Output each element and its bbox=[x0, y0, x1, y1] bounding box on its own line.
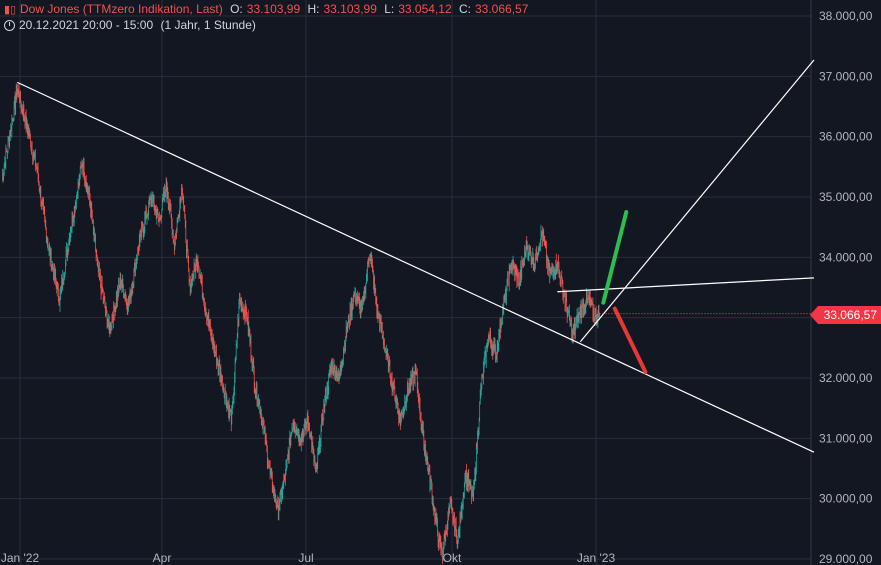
high-value: 33.103,99 bbox=[323, 2, 377, 16]
y-tick-label: 31.000,00 bbox=[819, 431, 873, 445]
symbol-name: Dow Jones (TTMzero Indikation, Last) bbox=[20, 2, 223, 16]
bearish-arrow bbox=[612, 306, 648, 374]
open-value: 33.103,99 bbox=[246, 2, 301, 16]
y-tick-label: 32.000,00 bbox=[819, 371, 873, 385]
x-tick-label: Apr bbox=[153, 551, 172, 565]
y-tick-label: 38.000,00 bbox=[819, 9, 873, 23]
timeframe: (1 Jahr, 1 Stunde) bbox=[160, 18, 256, 32]
x-tick-label: Jul bbox=[298, 551, 313, 565]
resistance-line bbox=[557, 277, 814, 293]
low-label: L: bbox=[384, 2, 395, 16]
close-value: 33.066,57 bbox=[474, 2, 529, 16]
last-price-tag: 33.066,57 bbox=[809, 306, 881, 324]
y-tick-label: 34.000,00 bbox=[819, 250, 873, 264]
y-tick-label: 29.000,00 bbox=[819, 552, 873, 565]
high-label: H: bbox=[307, 2, 320, 16]
x-tick-label: Okt bbox=[443, 551, 462, 565]
low-value: 33.054,12 bbox=[398, 2, 452, 16]
downtrend-line bbox=[17, 81, 815, 453]
y-tick-label: 35.000,00 bbox=[819, 190, 873, 204]
support-line bbox=[579, 59, 815, 343]
bullish-arrow bbox=[601, 210, 629, 305]
candlestick-chart-icon: ▮▯ bbox=[4, 4, 17, 16]
clock-icon bbox=[4, 20, 15, 31]
y-tick-label: 36.000,00 bbox=[819, 130, 873, 144]
x-tick-label: Jan '23 bbox=[577, 551, 616, 565]
close-label: C: bbox=[458, 2, 471, 16]
open-label: O: bbox=[230, 2, 243, 16]
y-tick-label: 37.000,00 bbox=[819, 69, 873, 83]
y-tick-label: 30.000,00 bbox=[819, 492, 873, 506]
x-tick-label: Jan '22 bbox=[1, 551, 40, 565]
date-range: 20.12.2021 20:00 - 15:00 bbox=[19, 18, 154, 32]
range-info: 20.12.2021 20:00 - 15:00 (1 Jahr, 1 Stun… bbox=[4, 18, 260, 32]
chart-header: ▮▯ Dow Jones (TTMzero Indikation, Last) O… bbox=[4, 2, 532, 16]
